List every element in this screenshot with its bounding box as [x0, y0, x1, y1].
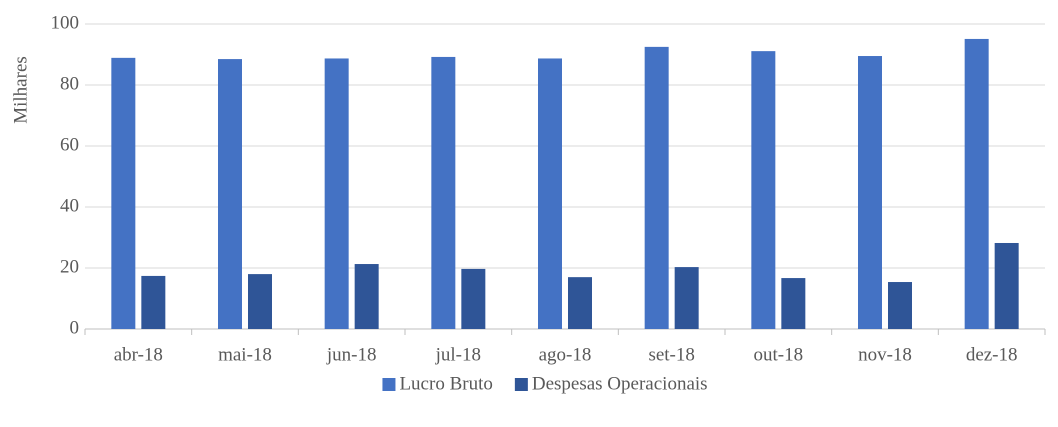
x-tick-label: jun-18 — [326, 344, 377, 365]
x-tick-label: dez-18 — [966, 344, 1018, 365]
y-tick-label: 40 — [60, 195, 79, 216]
bar — [781, 278, 806, 329]
x-tick-label: nov-18 — [858, 344, 912, 365]
y-tick-label: 20 — [60, 256, 79, 277]
bar — [751, 51, 776, 330]
bar — [674, 267, 699, 329]
bar — [248, 274, 272, 329]
y-tick-label: 80 — [60, 73, 79, 94]
bar — [568, 277, 592, 329]
y-tick-label: 100 — [51, 12, 80, 33]
legend-label: Despesas Operacionais — [532, 373, 708, 394]
legend-swatch — [382, 378, 396, 391]
bar — [354, 264, 379, 329]
bar — [324, 58, 349, 330]
x-tick-label: abr-18 — [114, 344, 163, 365]
legend-swatch — [514, 378, 528, 391]
x-tick-label: ago-18 — [539, 344, 592, 365]
y-tick-label: 0 — [70, 317, 80, 338]
bar — [111, 57, 136, 329]
bar — [644, 46, 669, 329]
bar — [461, 268, 486, 329]
bar — [431, 56, 456, 329]
bar — [964, 38, 989, 329]
bar — [888, 282, 912, 329]
bar — [218, 59, 242, 329]
x-tick-label: mai-18 — [218, 344, 272, 365]
bar — [858, 56, 882, 330]
y-tick-label: 60 — [60, 134, 79, 155]
x-tick-label: out-18 — [754, 344, 804, 365]
legend-item: Despesas Operacionais — [514, 373, 708, 394]
bar — [994, 242, 1019, 329]
x-tick-label: jul-18 — [435, 344, 481, 365]
bar — [538, 58, 562, 330]
legend-item: Lucro Bruto — [382, 373, 493, 394]
legend-label: Lucro Bruto — [399, 373, 492, 394]
x-tick-label: set-18 — [648, 344, 694, 365]
bar — [141, 275, 166, 329]
y-axis-label: Milhares — [10, 56, 31, 124]
